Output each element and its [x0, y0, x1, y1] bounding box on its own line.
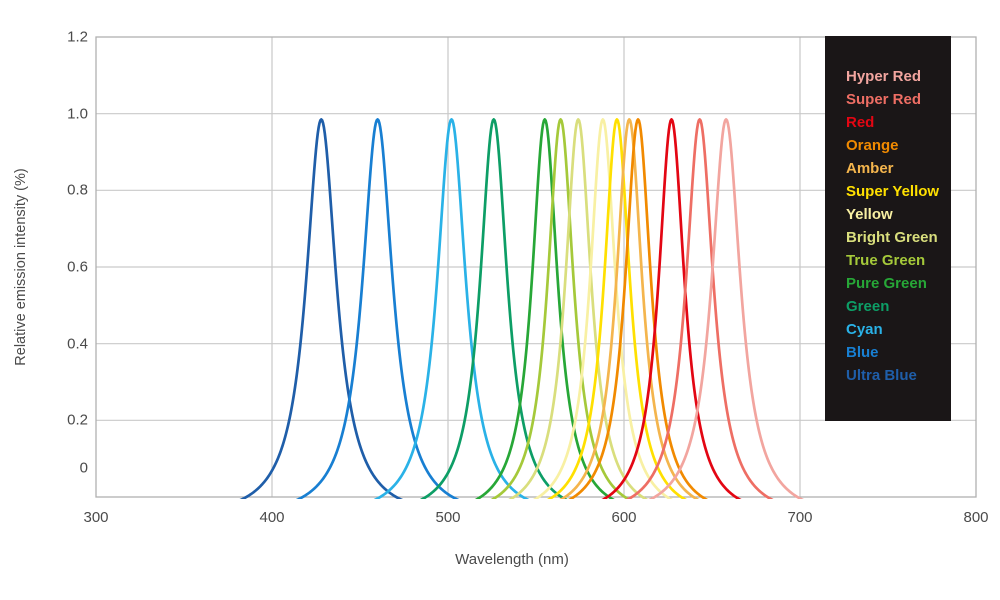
y-tick-label: 0.2	[67, 411, 88, 429]
curve-blue	[295, 118, 460, 499]
legend-item-true-green: True Green	[846, 252, 926, 269]
curve-green	[419, 118, 568, 499]
legend-item-red: Red	[846, 114, 875, 131]
curve-cyan	[373, 118, 530, 499]
legend-item-yellow: Yellow	[846, 206, 893, 223]
y-tick-label: 0	[79, 459, 88, 477]
legend-item-cyan: Cyan	[846, 321, 883, 338]
legend-item-pure-green: Pure Green	[846, 275, 927, 292]
legend-item-super-yellow: Super Yellow	[846, 183, 940, 200]
legend-item-bright-green: Bright Green	[846, 229, 938, 246]
y-tick-label: 1.0	[67, 105, 88, 123]
legend-item-green: Green	[846, 298, 890, 315]
plot-border	[95, 36, 977, 498]
curve-yellow	[532, 118, 673, 499]
curve-orange	[567, 118, 709, 499]
curve-true-green	[490, 118, 631, 499]
curve-super-yellow	[546, 118, 688, 499]
legend: Hyper Red Super Red Red Orange Amber Super Ye…	[825, 36, 951, 421]
legend-item-amber: Amber	[846, 160, 894, 177]
x-tick-label: 300	[83, 509, 109, 526]
x-tick-label: 800	[963, 509, 989, 526]
spectra-curves	[239, 118, 804, 499]
legend-item-ultra-blue: Ultra Blue	[846, 367, 917, 384]
x-tick-label: 400	[259, 509, 285, 526]
curve-ultra-blue	[239, 118, 403, 499]
curve-red	[601, 118, 742, 499]
x-tick-label: 700	[787, 509, 813, 526]
curve-super-red	[625, 118, 774, 499]
curve-pure-green	[474, 118, 615, 499]
curve-hyper-red	[648, 118, 804, 499]
x-axis-title: Wavelength (nm)	[455, 551, 569, 568]
legend-item-orange: Orange	[846, 137, 899, 154]
x-tick-label: 600	[611, 509, 637, 526]
y-tick-label: 0.4	[67, 335, 88, 353]
curve-amber	[559, 118, 700, 499]
y-tick-label: 1.2	[67, 28, 88, 46]
legend-item-blue: Blue	[846, 344, 879, 361]
y-tick-label: 0.8	[67, 181, 88, 199]
gridlines	[96, 37, 976, 497]
legend-item-super-red: Super Red	[846, 91, 922, 108]
curve-bright-green	[508, 118, 649, 499]
x-tick-label: 500	[435, 509, 461, 526]
legend-item-hyper-red: Hyper Red	[846, 68, 922, 85]
y-tick-label: 0.6	[67, 258, 88, 276]
